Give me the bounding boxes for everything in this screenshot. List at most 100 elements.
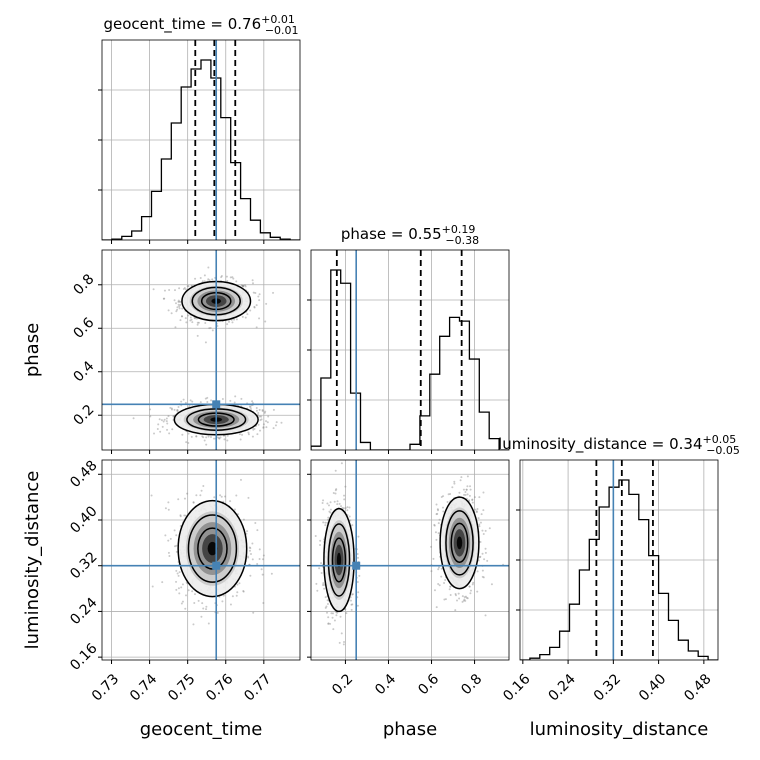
scatter-point xyxy=(430,545,433,548)
scatter-point xyxy=(349,599,352,602)
scatter-point xyxy=(343,640,346,643)
scatter-point xyxy=(356,552,359,555)
scatter-point xyxy=(272,408,275,411)
scatter-point xyxy=(211,329,214,332)
scatter-point xyxy=(454,593,457,596)
scatter-point xyxy=(235,594,238,597)
scatter-point xyxy=(437,583,440,586)
scatter-point xyxy=(170,312,173,315)
scatter-point xyxy=(255,406,258,409)
scatter-point xyxy=(475,511,478,514)
panel-plot-area xyxy=(102,460,300,660)
panel-geocent_time-vs-phase: 0.2 0.4 0.6 0.8 xyxy=(70,249,301,454)
scatter-point xyxy=(357,535,360,538)
x-tick-label: 0.73 xyxy=(89,671,122,704)
scatter-point xyxy=(330,612,333,615)
scatter-point xyxy=(177,405,180,408)
scatter-point xyxy=(477,517,480,520)
scatter-point xyxy=(449,585,452,588)
scatter-point xyxy=(440,575,443,578)
scatter-point xyxy=(322,508,325,511)
panel-geocent_time-hist xyxy=(98,39,301,244)
scatter-point xyxy=(322,521,325,524)
scatter-point xyxy=(180,400,183,403)
scatter-point xyxy=(465,488,468,491)
scatter-point xyxy=(195,494,198,497)
scatter-point xyxy=(158,418,161,421)
x-tick-label: 0.2 xyxy=(329,671,356,698)
scatter-point xyxy=(181,315,184,318)
scatter-point xyxy=(440,567,443,570)
scatter-point xyxy=(236,583,239,586)
scatter-point xyxy=(344,507,347,510)
scatter-point xyxy=(229,399,232,402)
scatter-point xyxy=(184,514,187,517)
scatter-point xyxy=(255,409,258,412)
scatter-point xyxy=(153,432,156,435)
scatter-point xyxy=(165,417,168,420)
scatter-point xyxy=(220,495,223,498)
scatter-point xyxy=(336,500,339,503)
scatter-point xyxy=(476,590,479,593)
scatter-point xyxy=(179,515,182,518)
scatter-point xyxy=(261,573,264,576)
scatter-point xyxy=(203,439,206,442)
scatter-point xyxy=(156,427,159,430)
scatter-point xyxy=(435,538,438,541)
scatter-point xyxy=(275,421,278,424)
scatter-point xyxy=(149,408,152,411)
scatter-point xyxy=(479,540,482,543)
scatter-point xyxy=(188,405,191,408)
scatter-point xyxy=(332,628,335,631)
scatter-point xyxy=(437,566,440,569)
x-tick-label: 0.77 xyxy=(241,671,274,704)
scatter-point xyxy=(219,436,222,439)
scatter-point xyxy=(182,287,185,290)
scatter-point xyxy=(167,415,170,418)
scatter-point xyxy=(192,501,195,504)
scatter-point xyxy=(469,592,472,595)
contour-line xyxy=(327,523,351,597)
x-tick-label: 0.16 xyxy=(500,671,533,704)
scatter-point xyxy=(482,491,485,494)
scatter-point xyxy=(179,300,182,303)
scatter-point xyxy=(258,299,261,302)
scatter-point xyxy=(229,500,232,503)
scatter-point xyxy=(249,547,252,550)
scatter-point xyxy=(430,570,433,573)
scatter-point xyxy=(344,485,347,488)
scatter-point xyxy=(475,510,478,513)
scatter-point xyxy=(176,572,179,575)
x-tick-label: 0.74 xyxy=(127,671,160,704)
scatter-point xyxy=(249,574,252,577)
density-shade xyxy=(207,541,218,556)
scatter-point xyxy=(351,593,354,596)
scatter-point xyxy=(454,594,457,597)
scatter-point xyxy=(321,583,324,586)
scatter-point xyxy=(335,611,338,614)
scatter-point xyxy=(266,421,269,424)
panel-phase-vs-luminosity_distance: 0.2 0.4 0.6 0.8 xyxy=(307,459,510,698)
y-tick-label: 0.48 xyxy=(67,458,100,491)
scatter-point xyxy=(190,435,193,438)
scatter-point xyxy=(183,497,186,500)
scatter-point xyxy=(344,608,347,611)
scatter-point xyxy=(264,320,267,323)
scatter-point xyxy=(342,507,345,510)
scatter-point xyxy=(175,588,178,591)
scatter-point xyxy=(184,594,187,597)
scatter-point xyxy=(449,492,452,495)
y-axis-title-luminosity_distance: luminosity_distance xyxy=(22,471,43,650)
y-tick-label: 0.24 xyxy=(67,595,100,628)
scatter-point xyxy=(233,508,236,511)
scatter-point xyxy=(157,423,160,426)
scatter-point xyxy=(152,288,155,291)
scatter-point xyxy=(464,595,467,598)
y-axis-title-phase: phase xyxy=(22,323,43,377)
scatter-point xyxy=(242,590,245,593)
scatter-point xyxy=(272,427,275,430)
scatter-point xyxy=(175,302,178,305)
scatter-point xyxy=(343,494,346,497)
scatter-point xyxy=(176,409,179,412)
scatter-point xyxy=(241,433,244,436)
